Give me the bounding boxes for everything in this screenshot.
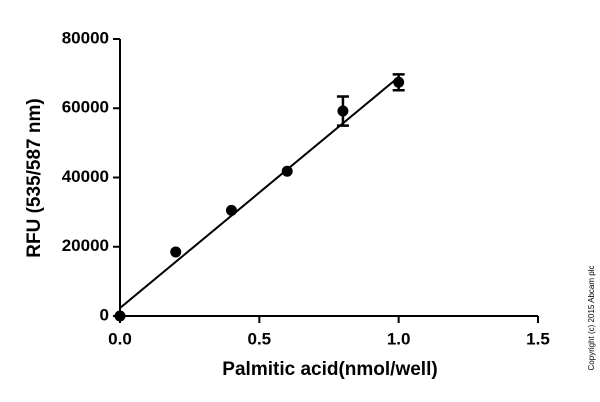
fit-line	[119, 76, 400, 309]
y-tick-label: 60000	[62, 98, 109, 117]
y-tick-label: 80000	[62, 28, 109, 47]
y-tick-label: 40000	[62, 167, 109, 186]
y-tick-label: 20000	[62, 236, 109, 255]
x-tick-label: 0.5	[248, 329, 272, 348]
point	[170, 246, 182, 258]
point	[281, 165, 293, 177]
copyright: Copyright (c) 2015 Abcam plc	[587, 266, 596, 371]
y-tick-label: 0	[100, 305, 109, 324]
y-axis-title: RFU (535/587 nm)	[24, 98, 45, 257]
point	[337, 105, 349, 117]
point	[225, 204, 237, 216]
x-tick-label: 1.5	[526, 329, 550, 348]
x-axis-title: Palmitic acid(nmol/well)	[222, 359, 437, 380]
x-tick-label: 0.0	[108, 329, 132, 348]
point	[114, 310, 126, 322]
point	[393, 76, 405, 88]
x-tick-label: 1.0	[387, 329, 411, 348]
